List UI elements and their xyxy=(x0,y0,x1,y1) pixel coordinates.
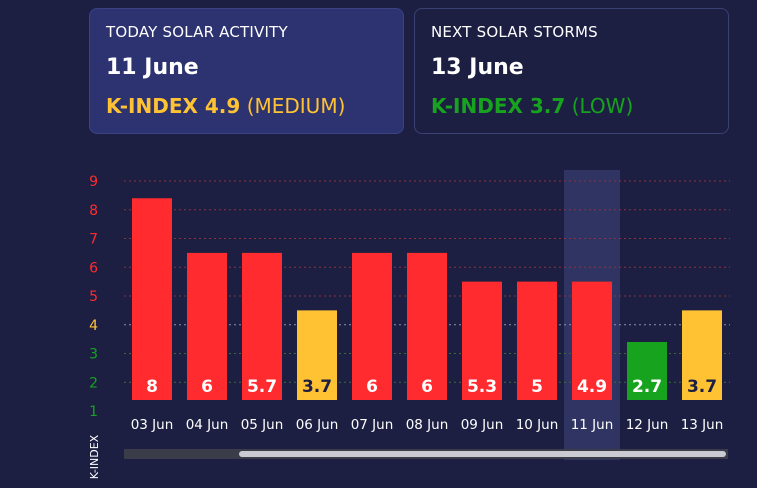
bar-value-label: 5.3 xyxy=(467,377,497,397)
bar xyxy=(407,252,447,400)
today-kindex-level: (MEDIUM) xyxy=(246,94,346,118)
next-kindex-value: K-INDEX 3.7 xyxy=(431,94,566,118)
today-kindex-line: K-INDEX 4.9 (MEDIUM) xyxy=(106,94,387,118)
next-card-title: NEXT SOLAR STORMS xyxy=(431,23,598,41)
bar xyxy=(297,310,337,400)
bar-value-label: 2.7 xyxy=(632,377,662,397)
bar xyxy=(627,342,667,400)
bar-value-label: 3.7 xyxy=(687,377,717,397)
x-tick-label: 06 Jun xyxy=(296,417,339,433)
x-tick-label: 13 Jun xyxy=(681,417,724,433)
x-tick-label: 08 Jun xyxy=(406,417,449,433)
today-date: 11 June xyxy=(106,55,199,80)
chart-horizontal-scrollbar[interactable] xyxy=(124,449,728,459)
bar xyxy=(187,252,227,400)
x-tick-label: 12 Jun xyxy=(626,417,669,433)
bar-value-label: 5 xyxy=(531,377,543,397)
x-tick-label: 09 Jun xyxy=(461,417,504,433)
bar xyxy=(132,198,172,400)
y-tick-label: 5 xyxy=(89,289,98,305)
x-tick-label: 07 Jun xyxy=(351,417,394,433)
bar xyxy=(572,281,612,400)
bar xyxy=(462,281,502,400)
next-solar-storms-card: NEXT SOLAR STORMS 13 June K-INDEX 3.7 (L… xyxy=(414,8,729,134)
bar-value-label: 4.9 xyxy=(577,377,607,397)
x-tick-label: 11 Jun xyxy=(571,417,614,433)
bar xyxy=(242,252,282,400)
x-tick-label: 05 Jun xyxy=(241,417,284,433)
y-axis-label: K-INDEX xyxy=(88,434,101,479)
bar xyxy=(352,252,392,400)
y-tick-label: 7 xyxy=(89,232,98,248)
bar-value-label: 3.7 xyxy=(302,377,332,397)
bar-value-label: 6 xyxy=(366,377,378,397)
today-kindex-value: K-INDEX 4.9 xyxy=(106,94,241,118)
x-tick-label: 03 Jun xyxy=(131,417,174,433)
bar-value-label: 6 xyxy=(421,377,433,397)
y-tick-label: 3 xyxy=(89,347,98,363)
y-tick-label: 6 xyxy=(89,260,98,276)
y-tick-label: 1 xyxy=(89,404,98,420)
next-kindex-line: K-INDEX 3.7 (LOW) xyxy=(431,94,712,118)
bar xyxy=(517,281,557,400)
bar-value-label: 6 xyxy=(201,377,213,397)
bar-value-label: 8 xyxy=(146,377,158,397)
y-tick-label: 8 xyxy=(89,203,98,219)
next-kindex-level: (LOW) xyxy=(571,94,634,118)
y-tick-label: 2 xyxy=(89,375,98,391)
today-card-title: TODAY SOLAR ACTIVITY xyxy=(106,23,288,41)
next-date: 13 June xyxy=(431,55,524,80)
x-tick-label: 10 Jun xyxy=(516,417,559,433)
scrollbar-thumb[interactable] xyxy=(239,451,726,457)
kindex-bar-chart: 1 2 3 4 5 6 7 8 9 K-INDEX 8 03 Jun 6 04 Jun 5.7 05 Jun 3… xyxy=(88,170,730,479)
bar-value-label: 5.7 xyxy=(247,377,277,397)
x-tick-label: 04 Jun xyxy=(186,417,229,433)
y-tick-label: 9 xyxy=(89,174,98,190)
y-tick-label: 4 xyxy=(89,318,98,334)
bar xyxy=(682,310,722,400)
today-solar-activity-card: TODAY SOLAR ACTIVITY 11 June K-INDEX 4.9… xyxy=(89,8,404,134)
